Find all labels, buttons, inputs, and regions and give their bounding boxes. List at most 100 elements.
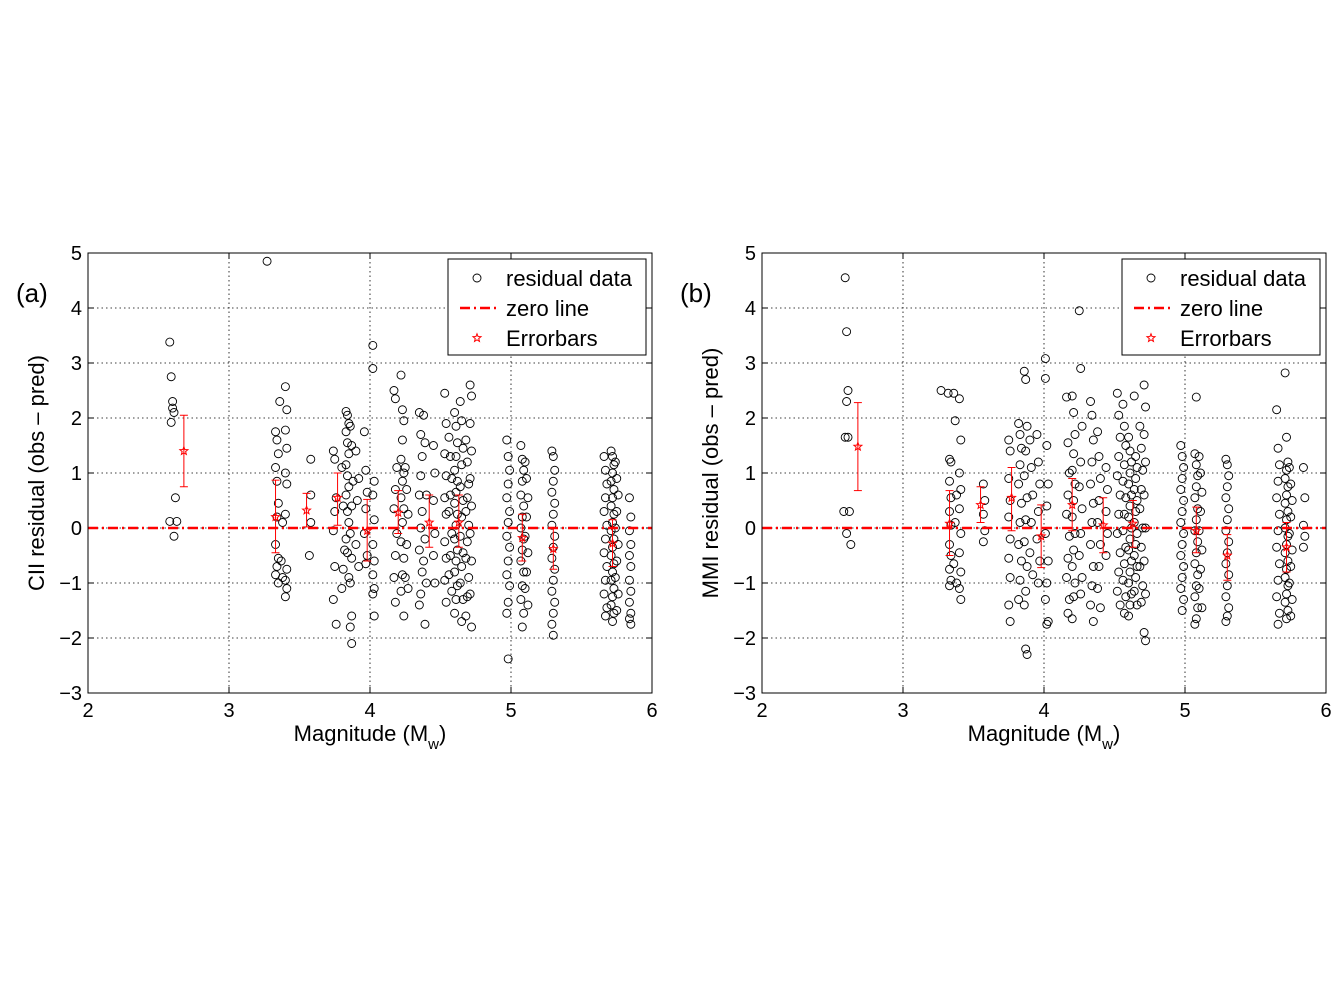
residual-point <box>547 487 557 497</box>
residual-point <box>1021 586 1031 596</box>
residual-point <box>397 570 407 580</box>
y-tick-label: 5 <box>745 243 756 265</box>
y-tick-label: 4 <box>71 298 82 320</box>
residual-point <box>1298 463 1308 472</box>
residual-point <box>502 531 512 541</box>
residual-point <box>520 457 530 467</box>
residual-point <box>341 406 351 416</box>
residual-point <box>362 487 372 497</box>
residual-point <box>550 465 560 475</box>
residual-point <box>945 476 954 486</box>
residual-point <box>414 545 424 555</box>
residual-point <box>609 534 619 544</box>
residual-point <box>548 630 558 640</box>
errorbar-star <box>1006 492 1017 503</box>
residual-point <box>172 516 182 526</box>
residual-point <box>467 446 476 456</box>
residual-point <box>843 386 853 395</box>
residual-point <box>465 529 475 538</box>
residual-point <box>396 454 406 464</box>
residual-point <box>1115 432 1125 442</box>
residual-point <box>1062 392 1072 402</box>
residual-point <box>341 427 351 437</box>
residual-point <box>344 573 354 582</box>
y-tick-label: 0 <box>745 518 756 540</box>
residual-point <box>273 553 283 563</box>
residual-point <box>1004 600 1014 610</box>
residual-point <box>1094 452 1104 461</box>
residual-point <box>954 548 964 558</box>
residual-point <box>608 468 617 478</box>
residual-point <box>1193 471 1203 481</box>
residual-point <box>461 507 471 516</box>
residual-point <box>1021 446 1031 456</box>
residual-point <box>444 432 454 442</box>
residual-point <box>1062 509 1072 519</box>
residual-point <box>608 617 617 626</box>
residual-point <box>978 537 988 547</box>
residual-point <box>441 509 451 519</box>
residual-point <box>1126 556 1136 566</box>
errorbar-star <box>178 445 190 456</box>
residual-point <box>1197 545 1207 555</box>
residual-point <box>956 595 966 604</box>
x-axis-label-sub: w <box>1101 736 1113 753</box>
residual-point <box>1125 468 1135 478</box>
residual-point <box>1067 614 1077 624</box>
residual-point <box>278 518 288 527</box>
residual-point <box>361 504 371 514</box>
legend-label: Errorbars <box>506 326 598 351</box>
residual-point <box>272 435 282 445</box>
residual-point <box>1136 443 1146 453</box>
residual-point <box>1074 551 1084 560</box>
residual-point <box>1282 589 1291 599</box>
residual-point <box>505 507 515 516</box>
residual-point <box>1112 586 1122 596</box>
residual-point <box>464 479 474 489</box>
residual-point <box>1115 490 1125 500</box>
residual-point <box>1197 487 1207 497</box>
residual-point <box>523 600 533 610</box>
errorbar-star <box>1127 518 1139 529</box>
residual-point <box>1014 595 1024 604</box>
residual-point <box>352 496 362 505</box>
residual-point <box>390 551 400 560</box>
residual-point <box>1067 562 1077 571</box>
residual-point <box>503 597 513 607</box>
y-tick-label: 1 <box>745 463 756 485</box>
residual-point <box>341 490 351 500</box>
residual-point <box>1193 537 1203 547</box>
residual-point <box>547 553 557 563</box>
residual-point <box>1179 496 1189 505</box>
residual-point <box>1221 559 1231 569</box>
residual-point <box>1139 628 1149 637</box>
residual-point <box>1191 392 1201 402</box>
residual-point <box>1283 556 1293 566</box>
residual-point <box>1286 479 1296 489</box>
residual-point <box>1125 501 1135 511</box>
residual-point <box>954 584 964 593</box>
residual-point <box>1224 603 1234 613</box>
residual-point <box>601 493 610 503</box>
residual-point <box>548 509 558 519</box>
residual-point <box>608 452 617 461</box>
residual-point <box>390 394 400 404</box>
residual-point <box>503 518 513 527</box>
residual-point <box>954 504 964 514</box>
residual-point <box>505 581 515 591</box>
residual-point <box>1087 518 1097 527</box>
residual-point <box>417 452 427 461</box>
residual-point <box>368 340 378 350</box>
residual-point <box>1004 553 1014 563</box>
chart-panel-b: 2 3 4 5 6 −3 −2 −1 0 1 2 3 4 5 Magnitude (Mw) MMI resid… <box>680 243 1332 753</box>
residual-point <box>399 553 409 563</box>
residual-point <box>1222 515 1232 525</box>
errorbar-star <box>453 516 465 528</box>
y-tick-label: 3 <box>745 353 756 375</box>
residual-point <box>1284 463 1294 472</box>
residual-point <box>846 540 856 549</box>
residual-point <box>548 476 558 486</box>
x-tick-label: 3 <box>897 700 908 722</box>
residual-point <box>610 573 620 582</box>
residual-point <box>465 589 475 599</box>
